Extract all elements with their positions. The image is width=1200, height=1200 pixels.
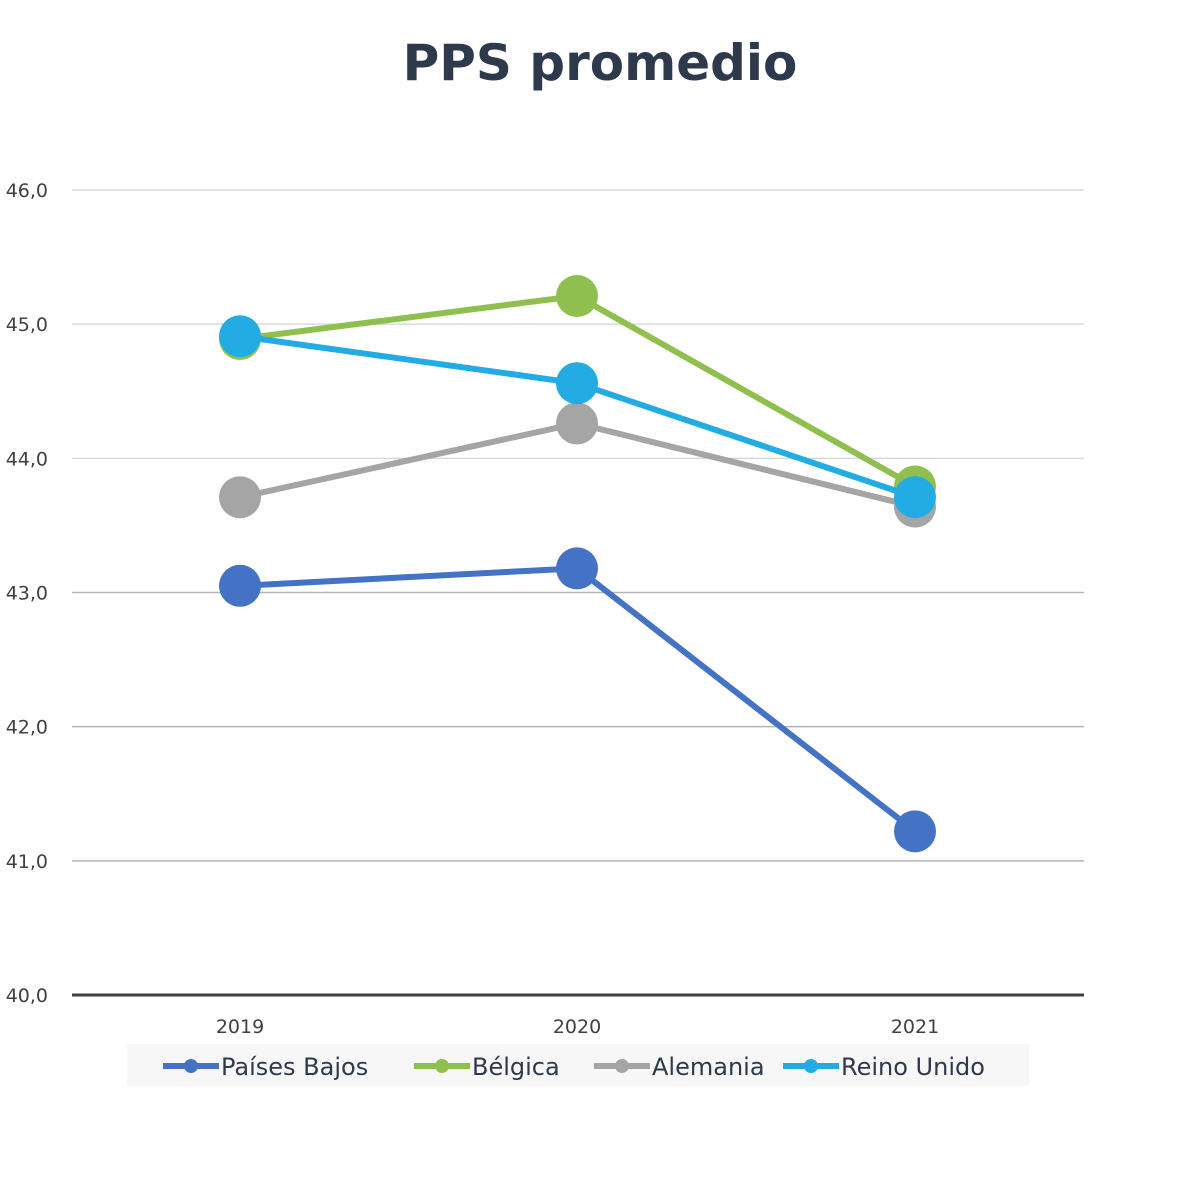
legend-swatch-marker: [615, 1059, 629, 1073]
data-point: [219, 476, 261, 519]
data-point: [894, 476, 936, 519]
legend-swatch-marker: [184, 1059, 198, 1073]
data-point: [219, 564, 261, 607]
legend-item: Alemania: [594, 1053, 765, 1081]
legend-label: Bélgica: [472, 1053, 560, 1081]
x-tick-label: 2019: [216, 1016, 264, 1038]
y-tick-label: 45,0: [6, 314, 48, 336]
series-2: [219, 402, 936, 528]
x-tick-label: 2021: [891, 1016, 939, 1038]
data-point: [556, 547, 598, 590]
legend-label: Alemania: [652, 1053, 765, 1081]
legend-background: [127, 1044, 1029, 1086]
series-lines: [219, 274, 936, 853]
legend-swatch-marker: [804, 1059, 818, 1073]
y-tick-label: 42,0: [6, 717, 48, 739]
x-tick-label: 2020: [553, 1016, 601, 1038]
y-axis: 40,0 41,0 42,0 43,0 44,0 45,0 46,0: [6, 180, 48, 1007]
data-point: [219, 315, 261, 358]
data-point: [556, 362, 598, 405]
legend-label: Reino Unido: [841, 1053, 985, 1081]
legend-item: Bélgica: [414, 1053, 560, 1081]
data-point: [894, 810, 936, 853]
y-tick-label: 40,0: [6, 985, 48, 1007]
y-tick-label: 46,0: [6, 180, 48, 202]
legend-label: Países Bajos: [221, 1053, 368, 1081]
data-point: [556, 274, 598, 317]
legend-item: Reino Unido: [783, 1053, 985, 1081]
y-tick-label: 41,0: [6, 851, 48, 873]
legend-swatch-marker: [435, 1059, 449, 1073]
x-axis: 2019 2020 2021: [216, 1016, 939, 1038]
data-point: [556, 402, 598, 445]
y-tick-label: 44,0: [6, 448, 48, 470]
series-3: [219, 315, 936, 519]
legend: Países Bajos Bélgica Alemania Reino Unido: [127, 1044, 1029, 1086]
series-0: [219, 547, 936, 853]
legend-item: Países Bajos: [163, 1053, 368, 1081]
y-tick-label: 43,0: [6, 583, 48, 605]
chart-title: PPS promedio: [403, 34, 798, 92]
